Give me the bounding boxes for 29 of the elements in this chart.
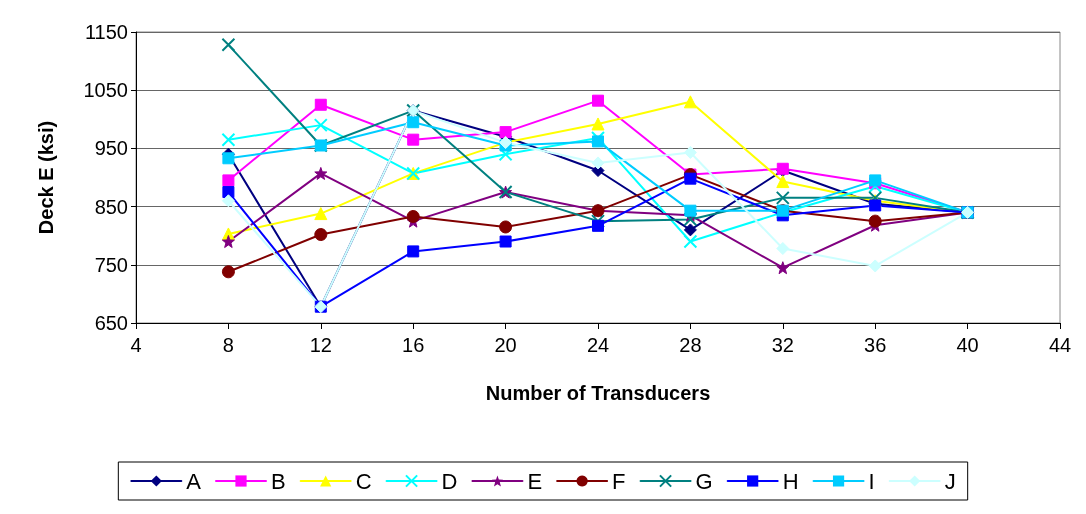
legend-label: E — [527, 468, 543, 494]
x-axis-title: Number of Transducers — [485, 382, 711, 404]
y-tick-label: 1150 — [84, 21, 128, 43]
y-tick-label: 950 — [94, 137, 128, 160]
x-tick-label: 28 — [679, 334, 702, 356]
x-tick-label: 8 — [222, 334, 234, 356]
y-tick-label: 850 — [94, 195, 128, 218]
x-tick-label: 32 — [771, 334, 794, 356]
x-tick-label: 4 — [130, 334, 142, 356]
legend-label: D — [441, 468, 458, 494]
legend-label: I — [868, 468, 875, 494]
legend-label: J — [944, 468, 956, 494]
y-tick-label: 1050 — [83, 79, 128, 102]
x-tick-label: 40 — [956, 334, 979, 356]
x-tick-label: 36 — [864, 334, 887, 356]
y-tick-label: 750 — [94, 253, 128, 276]
legend-label: C — [355, 468, 372, 494]
x-tick-label: 16 — [402, 334, 425, 356]
x-tick-label: 44 — [1048, 334, 1072, 356]
x-tick-label: 12 — [309, 334, 332, 356]
legend-label: B — [271, 468, 286, 494]
x-tick-label: 20 — [494, 334, 517, 356]
y-tick-label: 650 — [94, 312, 128, 334]
y-axis-title: Deck E (ksi) — [35, 120, 57, 235]
legend-label: F — [612, 468, 626, 494]
legend-label: G — [695, 468, 713, 494]
legend-label: H — [782, 468, 799, 494]
legend-label: A — [186, 468, 202, 494]
x-tick-label: 24 — [586, 334, 610, 356]
